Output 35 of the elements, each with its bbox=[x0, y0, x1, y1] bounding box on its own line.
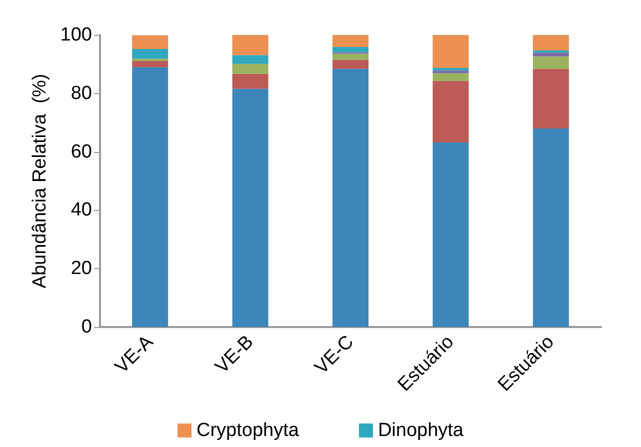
legend-label: Cryptophyta bbox=[196, 420, 300, 441]
y-tick-label: 40 bbox=[70, 200, 92, 221]
y-axis-title: Abundância Relativa (%) bbox=[29, 74, 50, 288]
bar bbox=[332, 54, 368, 60]
bar bbox=[232, 88, 268, 327]
bar bbox=[432, 35, 469, 68]
y-tick-label: 100 bbox=[60, 24, 92, 46]
bar bbox=[432, 80, 469, 142]
y-tick-label: 20 bbox=[70, 258, 92, 280]
bar bbox=[532, 56, 569, 69]
bar bbox=[132, 60, 168, 68]
bar bbox=[332, 68, 368, 327]
bar bbox=[232, 55, 268, 64]
bar bbox=[332, 60, 368, 69]
y-tick-label: 80 bbox=[70, 82, 92, 104]
legend-label: Dinophyta bbox=[378, 420, 464, 441]
bar bbox=[232, 74, 268, 89]
bar bbox=[132, 49, 168, 59]
bar bbox=[432, 142, 469, 327]
bar bbox=[532, 52, 569, 56]
bar bbox=[432, 68, 469, 71]
y-tick-label: 60 bbox=[70, 141, 92, 162]
bar bbox=[532, 68, 569, 128]
y-tick-label: 0 bbox=[81, 316, 92, 338]
bar bbox=[232, 64, 268, 74]
bar bbox=[532, 128, 569, 327]
bar bbox=[232, 35, 268, 56]
bar bbox=[132, 67, 168, 327]
bar bbox=[432, 73, 469, 81]
bar bbox=[432, 70, 469, 74]
bar bbox=[532, 50, 569, 53]
bar bbox=[332, 35, 368, 47]
bar bbox=[132, 35, 168, 50]
bar bbox=[332, 46, 368, 52]
bar bbox=[532, 35, 569, 50]
